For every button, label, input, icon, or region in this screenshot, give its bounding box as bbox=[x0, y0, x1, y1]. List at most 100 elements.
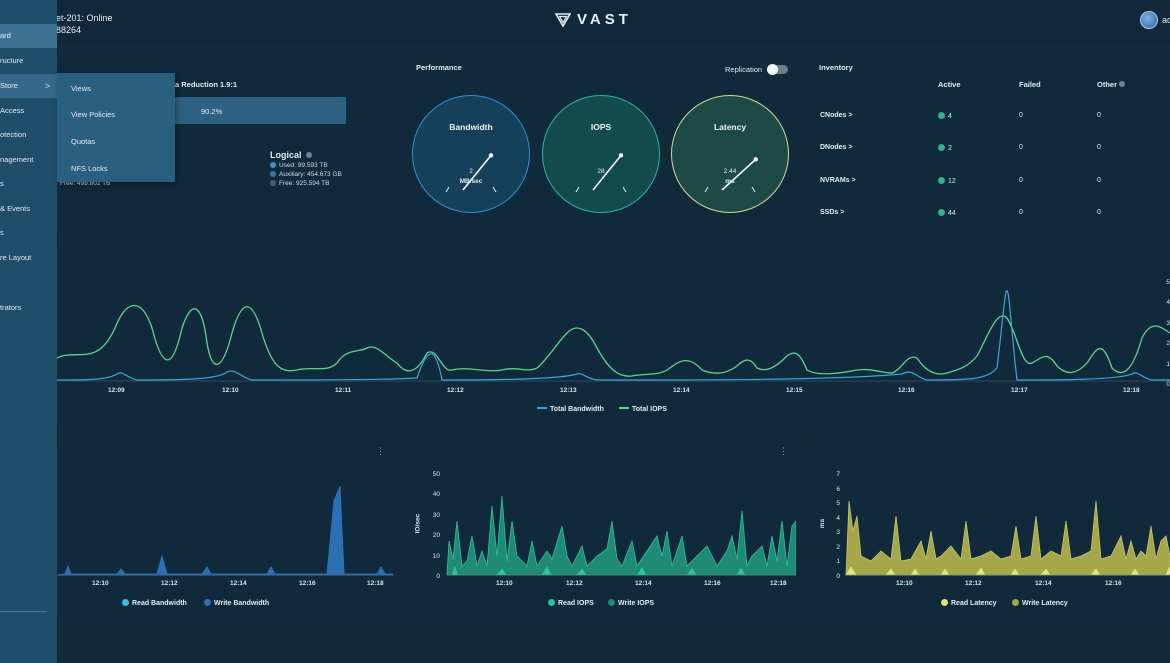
check-circle-icon bbox=[938, 209, 945, 216]
y-tick-label: 0 bbox=[436, 573, 440, 580]
bandwidth-chart bbox=[57, 485, 393, 576]
latency-panel bbox=[811, 441, 1170, 619]
avatar[interactable] bbox=[1140, 11, 1158, 29]
y-tick-label: 1 bbox=[1166, 360, 1170, 368]
gauge-bandwidth bbox=[412, 95, 530, 213]
x-tick-label: 12:14 bbox=[673, 387, 690, 394]
legend-item[interactable]: Write Bandwidth bbox=[204, 599, 269, 607]
x-tick-label: 12:16 bbox=[299, 580, 316, 587]
sidebar-item-3[interactable]: Access bbox=[0, 99, 57, 123]
gauge-title: Latency bbox=[713, 122, 747, 132]
x-tick-label: 12:17 bbox=[1011, 387, 1028, 394]
inventory-link-3[interactable]: SSDs > bbox=[820, 209, 845, 216]
sidebar-item-6[interactable]: s bbox=[0, 172, 57, 196]
logical-used: Used: 99.593 TB bbox=[270, 162, 328, 169]
inventory-link-2[interactable]: NVRAMs > bbox=[820, 177, 856, 184]
sidebar-item-4[interactable]: otection bbox=[0, 123, 57, 147]
inventory-other-0: 0 bbox=[1097, 112, 1101, 119]
data-reduction-title: a Reduction 1.9:1 bbox=[175, 80, 238, 89]
cluster-status[interactable]: et-201: Online 88264 bbox=[56, 12, 113, 36]
latency-chart bbox=[845, 500, 1170, 576]
check-circle-icon bbox=[938, 177, 945, 184]
info-icon[interactable] bbox=[1119, 81, 1126, 87]
info-icon[interactable] bbox=[306, 152, 313, 158]
logical-auxiliary-text: Auxiliary: 454.673 GB bbox=[279, 171, 342, 178]
sidebar-item-11[interactable]: trators bbox=[0, 296, 57, 320]
sidebar-item-10[interactable] bbox=[0, 271, 57, 295]
inventory-header-other-text: Other bbox=[1097, 80, 1118, 89]
legend-item[interactable]: Read Latency bbox=[941, 599, 997, 607]
gauge-title: Bandwidth bbox=[449, 122, 493, 132]
logical-title: Logical bbox=[270, 150, 313, 160]
legend-label: Write Bandwidth bbox=[214, 600, 270, 607]
gauge-iops bbox=[542, 95, 660, 213]
legend-item[interactable]: Total IOPS bbox=[619, 406, 667, 413]
legend-dot-icon bbox=[608, 599, 615, 606]
inventory-link-1[interactable]: DNodes > bbox=[820, 144, 853, 151]
replication-label: Replication bbox=[725, 65, 763, 74]
sidebar-item-1[interactable]: ructure bbox=[0, 49, 57, 73]
legend-label: Total Bandwidth bbox=[550, 406, 604, 413]
submenu-item-quotas[interactable]: Quotas bbox=[71, 137, 96, 146]
logical-free: Free: 925.594 TB bbox=[270, 180, 329, 187]
iops-menu-icon[interactable]: ⋮ bbox=[779, 446, 788, 456]
submenu-item-views[interactable]: Views bbox=[71, 84, 91, 93]
sidebar-item-label: ard bbox=[0, 31, 11, 40]
inventory-other-1: 0 bbox=[1097, 144, 1101, 151]
legend-item[interactable]: Read Bandwidth bbox=[122, 599, 187, 607]
submenu-item-nfs-locks[interactable]: NFS Locks bbox=[71, 164, 108, 173]
inventory-active-value: 4 bbox=[948, 113, 952, 120]
legend-item[interactable]: Total Bandwidth bbox=[537, 406, 604, 413]
inventory-link-0[interactable]: CNodes > bbox=[820, 112, 853, 119]
x-tick-label: 12:16 bbox=[704, 580, 721, 587]
inventory-other-3: 0 bbox=[1097, 209, 1101, 216]
logical-free-text: Free: 925.594 TB bbox=[279, 180, 330, 187]
write-bandwidth-area bbox=[57, 485, 393, 576]
replication-toggle[interactable] bbox=[767, 64, 788, 75]
y-tick-label: 6 bbox=[836, 485, 840, 493]
legend-label: Write IOPS bbox=[618, 600, 655, 607]
sidebar-item-8[interactable]: s bbox=[0, 221, 57, 245]
sidebar-item-2[interactable]: Store > bbox=[0, 74, 57, 98]
user-menu[interactable]: ad bbox=[1140, 11, 1170, 29]
bandwidth-menu-icon[interactable]: ⋮ bbox=[376, 446, 385, 456]
cluster-id: 88264 bbox=[56, 25, 82, 35]
capacity-percent: 90.2% bbox=[201, 107, 223, 116]
toggle-knob bbox=[767, 64, 778, 75]
inventory-title: Inventory bbox=[819, 63, 853, 72]
legend-label: Read Latency bbox=[951, 600, 997, 607]
cluster-status-text: et-201: Online bbox=[56, 13, 113, 23]
inventory-other-2: 0 bbox=[1097, 177, 1101, 184]
inventory-active-value: 12 bbox=[948, 178, 956, 185]
x-tick-label: 12:14 bbox=[230, 580, 247, 587]
sidebar-item-7[interactable]: & Events bbox=[0, 197, 57, 221]
sidebar-item-9[interactable]: re Layout bbox=[0, 246, 57, 270]
submenu-item-view-policies[interactable]: View Policies bbox=[71, 110, 116, 119]
sidebar-item-0[interactable]: ard bbox=[0, 24, 57, 48]
iops-panel bbox=[407, 441, 796, 619]
x-tick-label: 12:15 bbox=[786, 387, 803, 394]
x-tick-label: 12:18 bbox=[1123, 387, 1140, 394]
sidebar-item-label: Access bbox=[0, 106, 25, 115]
x-tick-label: 12:14 bbox=[635, 580, 652, 587]
auxiliary-dot-icon bbox=[270, 171, 276, 177]
gauge-needle-icon bbox=[704, 157, 758, 193]
legend-item[interactable]: Read IOPS bbox=[548, 599, 594, 607]
x-tick-label: 12:10 bbox=[92, 580, 109, 587]
y-tick-label: 10 bbox=[432, 552, 440, 560]
used-dot-icon bbox=[270, 162, 276, 168]
sidebar-item-label: ructure bbox=[0, 56, 24, 65]
element-store-submenu: Views View Policies Quotas NFS Locks bbox=[57, 73, 175, 182]
total-iops-line bbox=[57, 305, 1170, 377]
x-tick-label: 12:12 bbox=[965, 580, 982, 587]
y-tick-label: 0 bbox=[836, 572, 840, 580]
main-chart bbox=[57, 290, 1170, 382]
gauge-unit: ms bbox=[725, 178, 735, 185]
inventory-active-value: 2 bbox=[948, 145, 952, 152]
sidebar-item-5[interactable]: nagement bbox=[0, 148, 57, 172]
legend-item[interactable]: Write Latency bbox=[1012, 599, 1068, 607]
y-tick-label: 3 bbox=[836, 529, 840, 536]
x-tick-label: 12:12 bbox=[161, 580, 178, 587]
legend-item[interactable]: Write IOPS bbox=[608, 599, 654, 607]
main-chart-panel bbox=[57, 248, 1170, 426]
